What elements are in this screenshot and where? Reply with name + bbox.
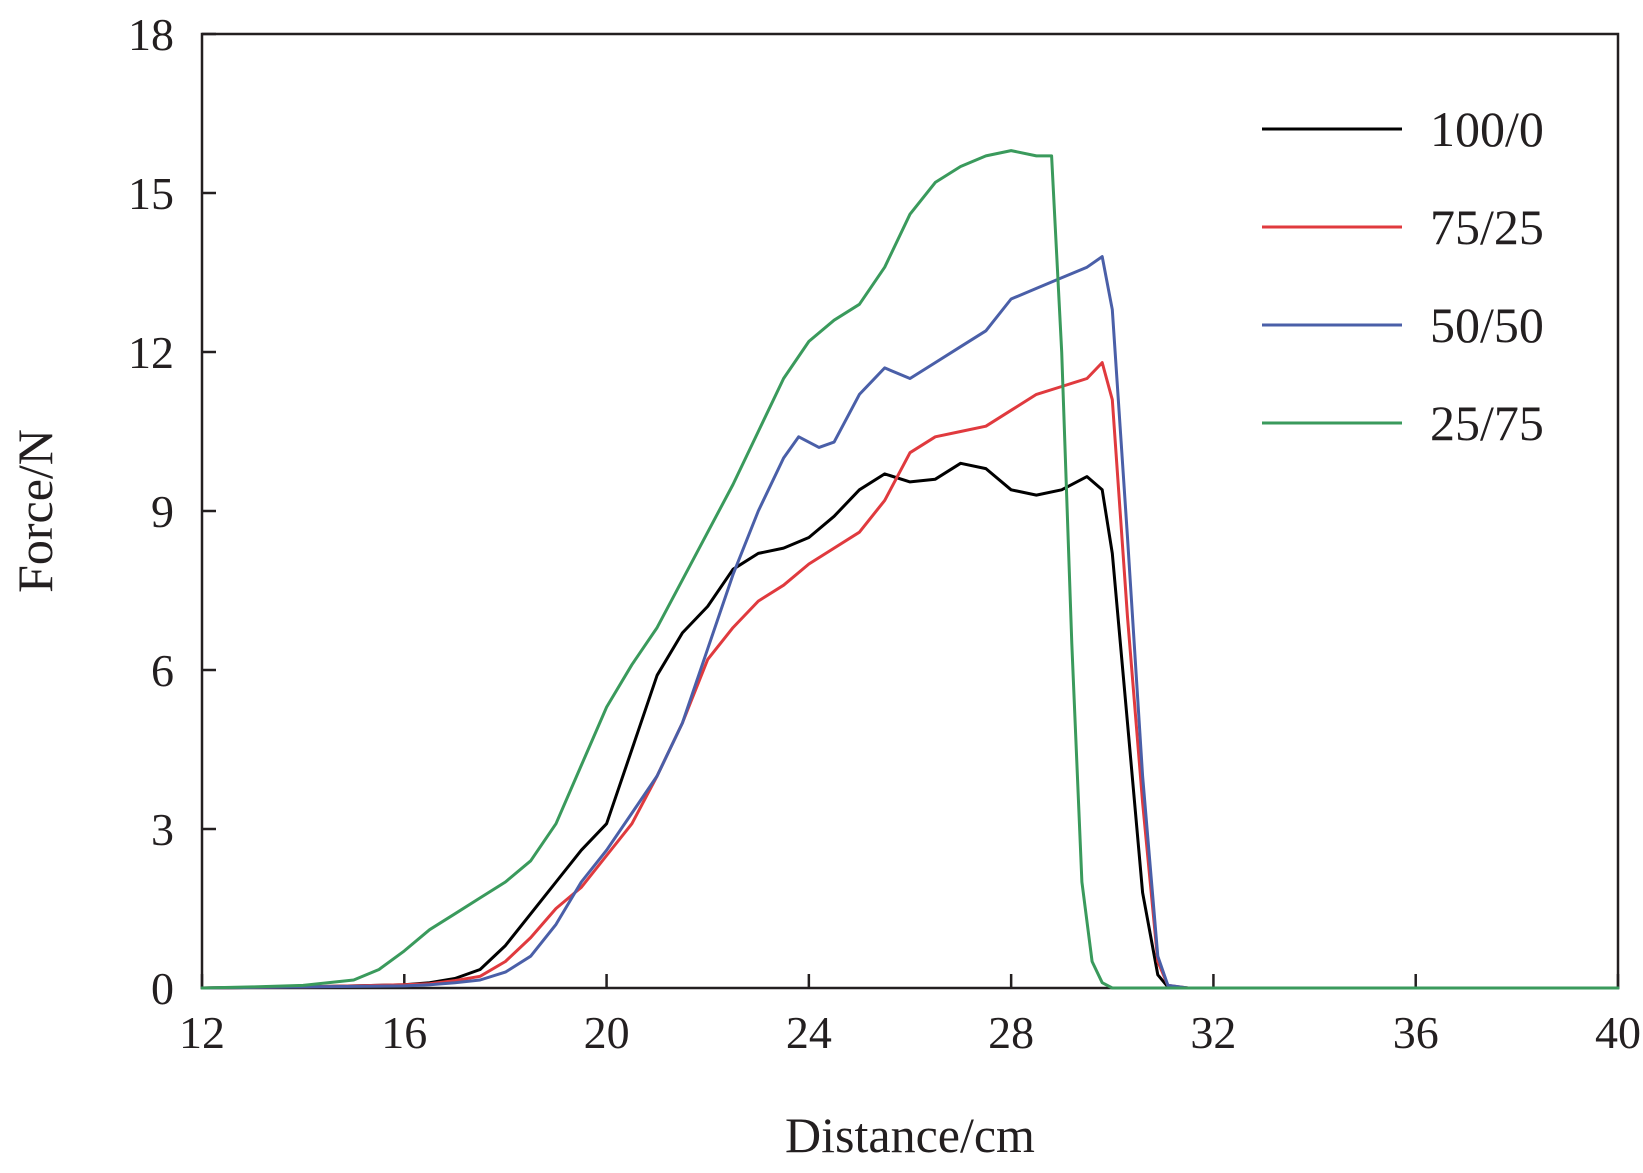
y-tick-label: 15 [128,168,174,219]
y-axis-title: Force/N [7,429,63,593]
legend-label: 75/25 [1430,199,1544,255]
y-tick-label: 6 [151,645,174,696]
x-tick-label: 24 [786,1007,832,1058]
x-tick-label: 40 [1595,1007,1641,1058]
legend: 100/0 75/25 50/50 25/75 [1262,101,1544,451]
plot-frame [200,32,1620,990]
y-tick-label: 9 [151,486,174,537]
legend-label: 50/50 [1430,297,1544,353]
legend-label: 25/75 [1430,395,1544,451]
axis-ticks [200,32,1620,990]
x-tick-label: 28 [988,1007,1034,1058]
x-axis-title: Distance/cm [785,1107,1035,1163]
y-tick-label: 18 [128,9,174,60]
x-tick-label: 12 [179,1007,225,1058]
series-line-25-75 [200,149,1620,990]
series-layer [200,149,1620,990]
series-line-75-25 [200,361,1620,990]
x-tick-label: 16 [381,1007,427,1058]
y-tick-label: 3 [151,804,174,855]
y-tick-label: 0 [151,963,174,1014]
y-tick-label: 12 [128,327,174,378]
x-tick-label: 32 [1190,1007,1236,1058]
series-line-100-0 [200,461,1620,990]
legend-label: 100/0 [1430,101,1544,157]
series-line-50-50 [200,255,1620,990]
x-tick-label: 20 [584,1007,630,1058]
x-tick-label: 36 [1393,1007,1439,1058]
